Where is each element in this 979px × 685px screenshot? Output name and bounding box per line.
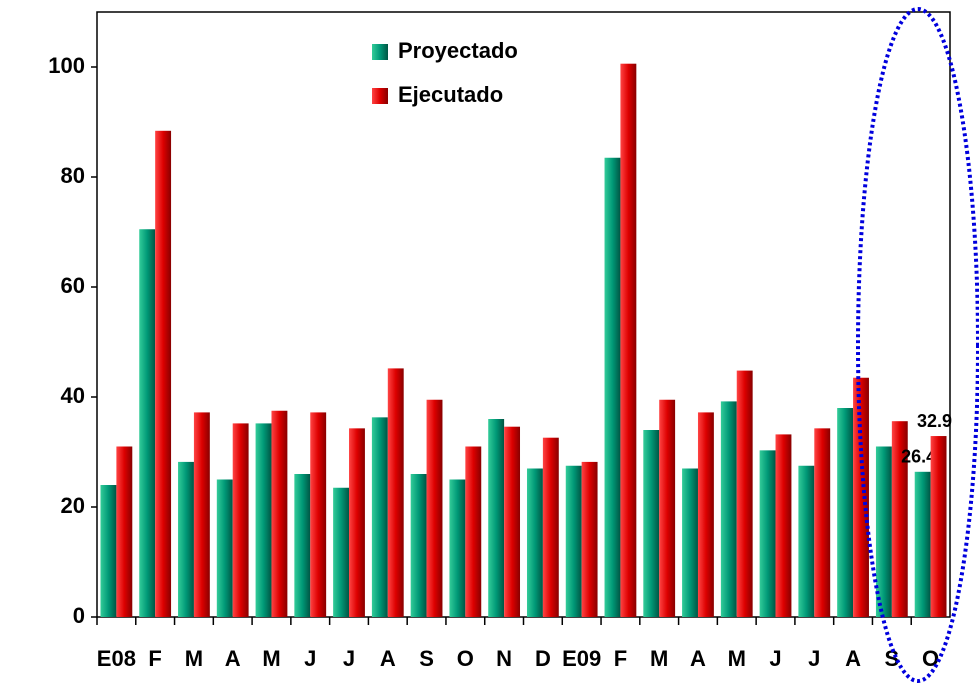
x-tick-label: E08 bbox=[97, 646, 136, 671]
bar bbox=[139, 229, 156, 617]
bar bbox=[526, 468, 543, 617]
bar bbox=[542, 437, 559, 617]
bar bbox=[837, 408, 854, 617]
bar bbox=[100, 485, 117, 617]
x-tick-label: S bbox=[884, 646, 899, 671]
data-label: 32.9 bbox=[917, 411, 952, 431]
y-tick-label: 100 bbox=[48, 53, 85, 78]
x-tick-label: F bbox=[148, 646, 161, 671]
x-tick-label: D bbox=[535, 646, 551, 671]
x-tick-label: A bbox=[845, 646, 861, 671]
bar bbox=[216, 479, 233, 617]
legend-swatch bbox=[372, 88, 388, 104]
bar bbox=[426, 399, 443, 617]
bar bbox=[310, 412, 327, 617]
bar bbox=[504, 426, 521, 617]
bar bbox=[875, 446, 892, 617]
x-tick-label: M bbox=[185, 646, 203, 671]
x-tick-label: N bbox=[496, 646, 512, 671]
bar bbox=[410, 474, 427, 617]
bar bbox=[465, 446, 482, 617]
x-tick-label: M bbox=[262, 646, 280, 671]
bar bbox=[565, 465, 582, 617]
bar bbox=[736, 370, 753, 617]
data-label: 26.4 bbox=[901, 447, 936, 467]
bar bbox=[891, 421, 908, 617]
bar bbox=[697, 412, 714, 617]
x-tick-label: A bbox=[225, 646, 241, 671]
bar bbox=[271, 410, 288, 617]
bar bbox=[155, 130, 172, 618]
legend-swatch bbox=[372, 44, 388, 60]
y-tick-label: 0 bbox=[73, 603, 85, 628]
bar bbox=[371, 417, 388, 617]
y-tick-label: 60 bbox=[61, 273, 85, 298]
bar bbox=[814, 428, 831, 617]
bar bbox=[349, 428, 365, 617]
x-tick-label: E09 bbox=[562, 646, 601, 671]
bar bbox=[294, 474, 311, 617]
y-tick-label: 20 bbox=[61, 493, 85, 518]
bar bbox=[232, 423, 249, 617]
x-tick-label: J bbox=[769, 646, 781, 671]
bar bbox=[193, 412, 210, 617]
highlight-ellipse bbox=[856, 7, 979, 683]
y-tick-label: 40 bbox=[61, 383, 85, 408]
bar bbox=[449, 479, 466, 617]
bar bbox=[853, 377, 869, 617]
legend-label: Ejecutado bbox=[398, 82, 503, 107]
x-tick-label: O bbox=[457, 646, 474, 671]
bar bbox=[178, 461, 194, 617]
bar bbox=[659, 399, 676, 617]
bar bbox=[720, 401, 737, 617]
bar bbox=[581, 461, 598, 617]
bar bbox=[682, 468, 698, 617]
bar bbox=[914, 471, 931, 617]
bar bbox=[798, 465, 815, 617]
x-tick-label: A bbox=[380, 646, 396, 671]
bar bbox=[488, 419, 505, 617]
bar bbox=[333, 487, 350, 617]
bar bbox=[759, 450, 776, 617]
bar bbox=[930, 436, 947, 617]
x-tick-label: J bbox=[304, 646, 316, 671]
x-tick-label: F bbox=[614, 646, 627, 671]
bar bbox=[604, 157, 621, 617]
x-tick-label: A bbox=[690, 646, 706, 671]
bar bbox=[775, 434, 792, 617]
x-tick-label: M bbox=[650, 646, 668, 671]
bar bbox=[387, 368, 404, 617]
bar bbox=[620, 63, 637, 617]
bar bbox=[255, 423, 272, 617]
x-tick-label: J bbox=[808, 646, 820, 671]
x-tick-label: S bbox=[419, 646, 434, 671]
bar bbox=[116, 446, 133, 617]
x-tick-label: M bbox=[728, 646, 746, 671]
legend-label: Proyectado bbox=[398, 38, 518, 63]
y-tick-label: 80 bbox=[61, 163, 85, 188]
bar bbox=[643, 430, 660, 617]
x-tick-label: J bbox=[343, 646, 355, 671]
